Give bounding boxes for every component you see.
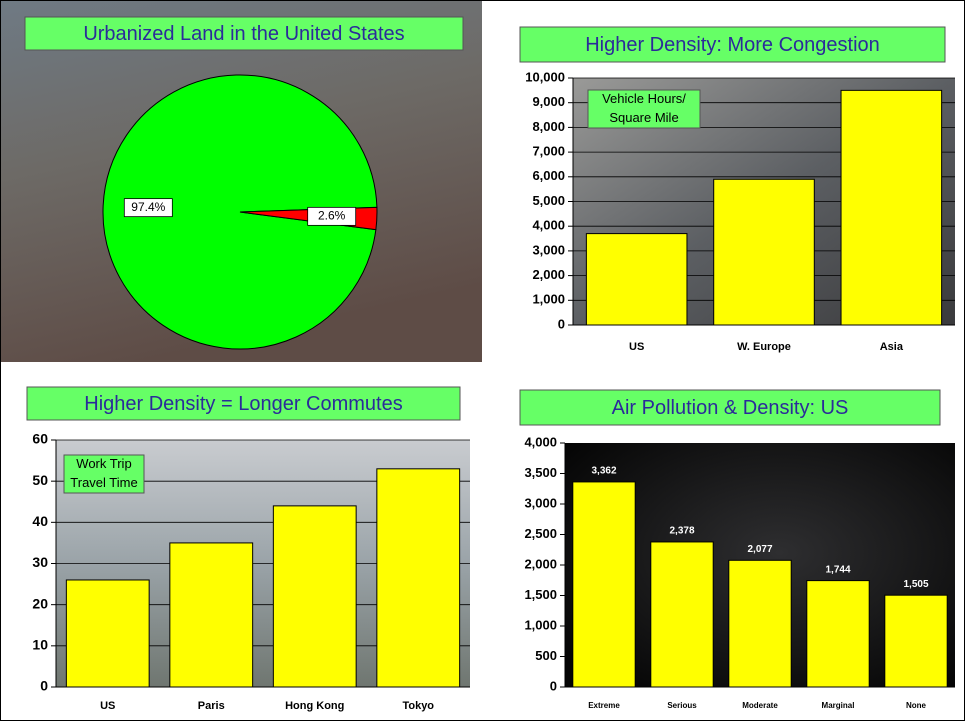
y-tick-label: 60	[32, 431, 48, 447]
annotation: Travel Time	[70, 475, 137, 490]
title-box	[519, 26, 946, 63]
x-tick-label: US	[100, 700, 115, 712]
x-tick-label: Serious	[667, 701, 697, 710]
y-tick-label: 500	[535, 648, 557, 663]
data-label: 2.6%	[318, 209, 346, 223]
y-tick-label: 5,000	[532, 193, 565, 208]
y-tick-label: 2,500	[524, 526, 557, 541]
x-tick-label: W. Europe	[737, 341, 791, 353]
y-tick-label: 50	[32, 472, 48, 488]
x-tick-label: Asia	[880, 341, 904, 353]
label-box	[123, 198, 173, 218]
bar	[169, 542, 254, 688]
y-tick-label: 0	[558, 316, 565, 331]
bar	[713, 178, 815, 326]
annotation-box	[63, 454, 145, 494]
y-tick-label: 10	[32, 637, 48, 653]
x-tick-label: Tokyo	[402, 700, 434, 712]
y-tick-label: 2,000	[524, 556, 557, 571]
bar	[572, 481, 636, 688]
chart-title: Air Pollution & Density: US	[612, 397, 849, 419]
data-label: 2,077	[747, 544, 772, 555]
annotation: Work Trip	[76, 456, 131, 471]
y-tick-label: 9,000	[532, 94, 565, 109]
title-box	[24, 16, 464, 51]
bar	[840, 89, 943, 326]
bar	[884, 594, 948, 688]
x-tick-label: US	[629, 341, 644, 353]
annotation-box	[587, 89, 701, 129]
y-tick-label: 0	[40, 678, 48, 694]
data-label: 2,378	[669, 526, 694, 537]
y-tick-label: 3,500	[524, 465, 557, 480]
chart-title: Higher Density = Longer Commutes	[84, 393, 402, 415]
bar	[272, 505, 357, 688]
y-tick-label: 4,000	[524, 434, 557, 449]
y-tick-label: 8,000	[532, 119, 565, 134]
bar	[376, 468, 461, 688]
chart-title: Urbanized Land in the United States	[83, 23, 404, 45]
y-tick-label: 0	[550, 678, 557, 693]
y-tick-label: 1,500	[524, 587, 557, 602]
data-label: 97.4%	[131, 200, 165, 214]
x-tick-label: Hong Kong	[285, 700, 344, 712]
bar	[728, 559, 792, 688]
bar	[585, 233, 688, 326]
title-box	[519, 389, 941, 426]
x-tick-label: Paris	[198, 700, 225, 712]
x-tick-label: Marginal	[822, 701, 855, 710]
x-tick-label: None	[906, 701, 927, 710]
y-tick-label: 10,000	[525, 69, 565, 84]
y-tick-label: 30	[32, 554, 48, 570]
data-label: 1,505	[903, 579, 928, 590]
y-tick-label: 4,000	[532, 218, 565, 233]
y-tick-label: 2,000	[532, 267, 565, 282]
y-tick-label: 40	[32, 513, 48, 529]
bar	[806, 580, 870, 688]
data-label: 1,744	[825, 564, 850, 575]
y-tick-label: 20	[32, 595, 48, 611]
x-tick-label: Extreme	[588, 701, 620, 710]
chart-title: Higher Density: More Congestion	[585, 34, 880, 56]
y-tick-label: 3,000	[524, 495, 557, 510]
title-box	[26, 386, 461, 421]
y-tick-label: 7,000	[532, 144, 565, 159]
label-box	[307, 206, 357, 226]
y-tick-label: 1,000	[532, 292, 565, 307]
bar	[650, 541, 714, 688]
annotation: Square Mile	[609, 110, 678, 125]
bar	[65, 579, 150, 688]
y-tick-label: 6,000	[532, 168, 565, 183]
annotation: Vehicle Hours/	[602, 91, 686, 106]
y-tick-label: 3,000	[532, 242, 565, 257]
data-label: 3,362	[591, 466, 616, 477]
y-tick-label: 1,000	[524, 617, 557, 632]
x-tick-label: Moderate	[742, 701, 778, 710]
